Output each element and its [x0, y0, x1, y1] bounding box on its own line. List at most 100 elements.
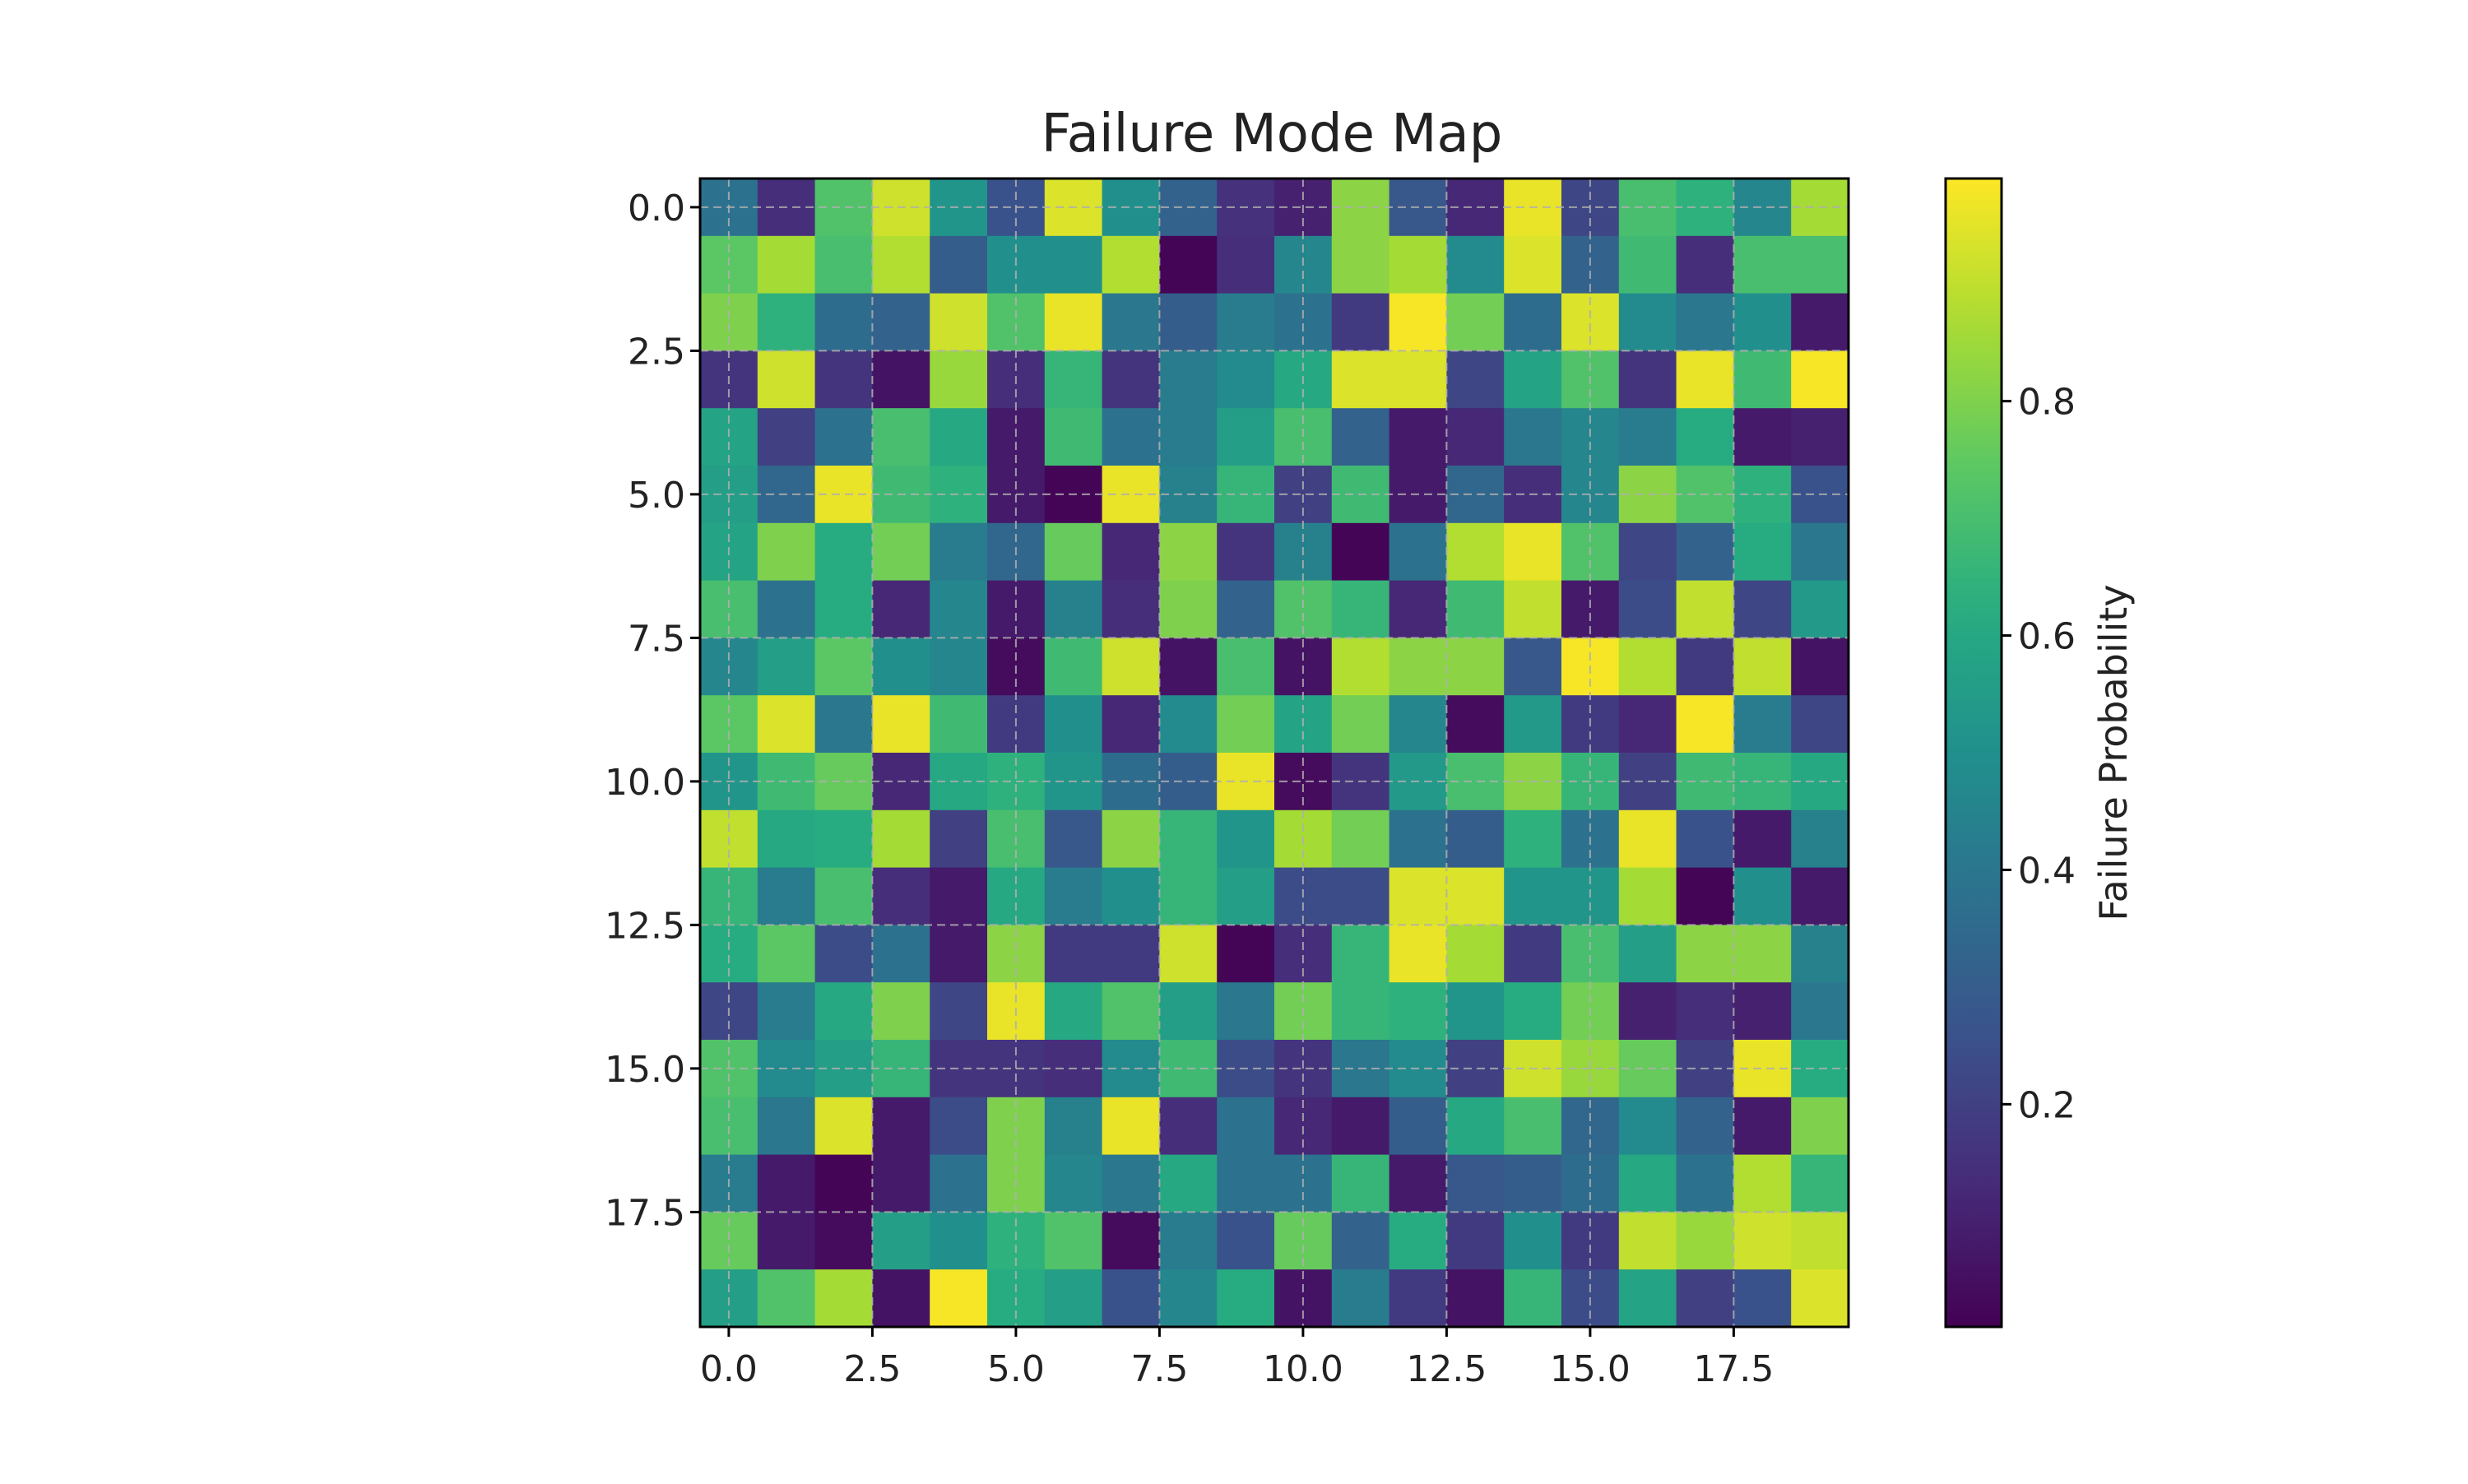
heatmap-cell	[1389, 867, 1447, 925]
heatmap-cell	[814, 350, 873, 409]
heatmap-cell	[1733, 522, 1792, 582]
heatmap-cell	[1044, 293, 1103, 351]
heatmap-cell	[1676, 982, 1734, 1041]
heatmap-cell	[1389, 1154, 1447, 1213]
heatmap-cell	[1446, 1154, 1505, 1213]
heatmap-cell	[1618, 408, 1677, 466]
y-tick-label: 0.0	[628, 188, 685, 230]
heatmap-cell	[1791, 293, 1849, 351]
heatmap-cell	[1446, 925, 1505, 983]
heatmap-cell	[1676, 235, 1734, 294]
heatmap-cell	[1791, 1269, 1849, 1328]
heatmap-cell	[872, 580, 930, 638]
heatmap-cell	[1217, 350, 1275, 409]
heatmap-cell	[814, 1097, 873, 1156]
heatmap-cell	[1044, 867, 1103, 925]
heatmap-cell	[1791, 695, 1849, 754]
heatmap-cell	[1331, 580, 1390, 638]
heatmap-cell	[1102, 350, 1160, 409]
heatmap-cell	[1159, 293, 1218, 351]
heatmap-cell	[930, 293, 988, 351]
heatmap-cell	[1044, 809, 1103, 869]
heatmap-cell	[757, 293, 816, 351]
colorbar-ticks: 0.2 0.4 0.6 0.8	[2002, 382, 2076, 1126]
heatmap-cell	[1791, 1097, 1849, 1156]
heatmap-cell	[872, 867, 930, 925]
heatmap-cell	[1217, 638, 1275, 696]
heatmap-cell	[1618, 1154, 1677, 1213]
heatmap-cell	[1504, 522, 1562, 582]
heatmap-cell	[1504, 580, 1562, 638]
heatmap-cell	[1733, 982, 1792, 1041]
heatmap-cell	[1102, 1212, 1160, 1270]
heatmap-cell	[1791, 522, 1849, 582]
heatmap-cell	[1217, 580, 1275, 638]
heatmap-cell	[1044, 580, 1103, 638]
chart-title: Failure Mode Map	[1041, 104, 1503, 165]
heatmap-cell	[1618, 1097, 1677, 1156]
heatmap-cell	[1389, 925, 1447, 983]
heatmap-cell	[1102, 235, 1160, 294]
heatmap-cell	[1044, 1097, 1103, 1156]
heatmap-cell	[1331, 1097, 1390, 1156]
heatmap-cell	[1331, 350, 1390, 409]
heatmap-cell	[1676, 925, 1734, 983]
heatmap-cell	[1331, 1269, 1390, 1328]
heatmap-cell	[1676, 638, 1734, 696]
heatmap-cell	[1676, 522, 1734, 582]
x-axis-ticks: 0.0 2.5 5.0 7.5 10.0 12.5 15.0 17.5	[700, 1327, 1774, 1390]
heatmap-cell	[1504, 982, 1562, 1041]
heatmap-cell	[1102, 522, 1160, 582]
heatmap-cell	[1102, 1154, 1160, 1213]
x-tick-label: 7.5	[1130, 1348, 1188, 1390]
heatmap-cell	[1676, 1154, 1734, 1213]
colorbar-tick-label: 0.2	[2018, 1084, 2076, 1126]
heatmap-cell	[1159, 522, 1218, 582]
heatmap-cell	[757, 1097, 816, 1156]
heatmap-cell	[757, 638, 816, 696]
heatmap-cell	[1733, 1212, 1792, 1270]
heatmap-cell	[814, 293, 873, 351]
heatmap-cell	[930, 1269, 988, 1328]
heatmap-cell	[757, 1269, 816, 1328]
heatmap-cell	[814, 1154, 873, 1213]
heatmap-cell	[1791, 580, 1849, 638]
x-tick-label: 2.5	[843, 1348, 901, 1390]
y-axis-ticks: 0.0 2.5 5.0 7.5 10.0 12.5 15.0 17.5	[605, 188, 700, 1234]
y-tick-label: 10.0	[605, 762, 685, 804]
heatmap-cell	[872, 638, 930, 696]
heatmap-cell	[1102, 809, 1160, 869]
heatmap-cell	[1159, 580, 1218, 638]
heatmap-cell	[1791, 925, 1849, 983]
y-tick-label: 2.5	[628, 331, 685, 373]
heatmap-cell	[1676, 350, 1734, 409]
heatmap-cell	[872, 982, 930, 1041]
heatmap-cell	[1676, 293, 1734, 351]
heatmap-cell	[1446, 235, 1505, 294]
heatmap-cell	[1618, 695, 1677, 754]
heatmap-cell	[1446, 982, 1505, 1041]
heatmap-cell	[1217, 925, 1275, 983]
heatmap-cell	[1791, 408, 1849, 466]
heatmap-cell	[814, 809, 873, 869]
heatmap-cell	[1389, 522, 1447, 582]
heatmap-cell	[1102, 925, 1160, 983]
heatmap-cell	[1159, 695, 1218, 754]
heatmap-cell	[1504, 350, 1562, 409]
heatmap-cell	[1389, 580, 1447, 638]
heatmap-cell	[1331, 867, 1390, 925]
heatmap-cell	[1389, 235, 1447, 294]
heatmap-cell	[1331, 408, 1390, 466]
heatmap-cell	[1044, 695, 1103, 754]
heatmap-cell	[1389, 695, 1447, 754]
heatmap-cell	[1446, 695, 1505, 754]
heatmap-cell	[1676, 1212, 1734, 1270]
heatmap-cell	[872, 1269, 930, 1328]
heatmap-cell	[930, 408, 988, 466]
heatmap-cell	[1733, 293, 1792, 351]
heatmap-cell	[1676, 867, 1734, 925]
heatmap-cell	[1446, 580, 1505, 638]
heatmap-cell	[757, 522, 816, 582]
heatmap-cell	[1618, 1269, 1677, 1328]
heatmap-cell	[1676, 580, 1734, 638]
